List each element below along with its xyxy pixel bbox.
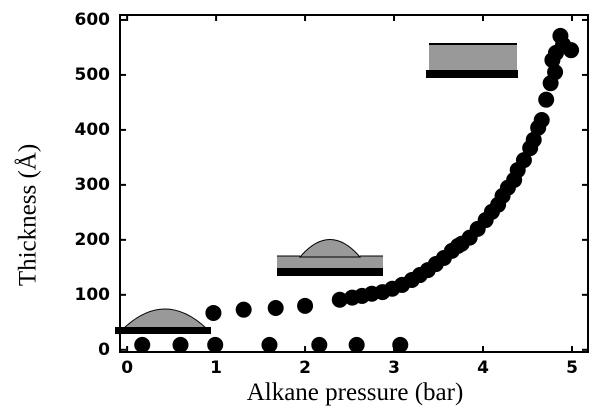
data-point — [563, 42, 580, 59]
x-tick-label: 4 — [477, 358, 489, 378]
data-point — [207, 336, 224, 353]
data-point — [331, 291, 348, 308]
data-point — [172, 336, 189, 353]
data-point — [547, 64, 564, 81]
y-tick-label: 600 — [75, 10, 111, 30]
x-tick-label: 3 — [388, 358, 400, 378]
x-tick-label: 5 — [566, 358, 578, 378]
y-tick-label: 0 — [98, 340, 110, 360]
droplet — [122, 308, 208, 329]
data-point — [348, 336, 365, 353]
x-tick-label: 2 — [299, 358, 311, 378]
film-bump — [298, 239, 362, 258]
thick-film — [429, 44, 517, 70]
y-tick-label: 400 — [75, 120, 111, 140]
substrate — [426, 70, 518, 78]
data-point — [205, 304, 222, 321]
y-tick-label: 200 — [75, 230, 111, 250]
data-point — [261, 336, 278, 353]
data-point — [297, 297, 314, 314]
data-point — [538, 91, 555, 108]
x-tick-label: 0 — [121, 358, 133, 378]
y-tick-label: 500 — [75, 65, 111, 85]
x-tick-label: 1 — [210, 358, 222, 378]
data-point — [134, 336, 151, 353]
y-tick-label: 100 — [75, 285, 111, 305]
data-point — [525, 131, 542, 148]
substrate — [115, 327, 211, 334]
film-illustrations — [115, 43, 518, 334]
data-point — [392, 336, 409, 353]
data-point — [515, 152, 532, 169]
x-axis-label: Alkane pressure (bar) — [247, 379, 464, 406]
data-point — [267, 300, 284, 317]
thin-film — [277, 256, 383, 268]
substrate — [277, 268, 383, 276]
data-point — [311, 336, 328, 353]
data-point — [533, 112, 550, 129]
y-axis-label: Thickness (Å) — [15, 144, 42, 286]
data-point — [235, 301, 252, 318]
y-tick-label: 300 — [75, 175, 111, 195]
